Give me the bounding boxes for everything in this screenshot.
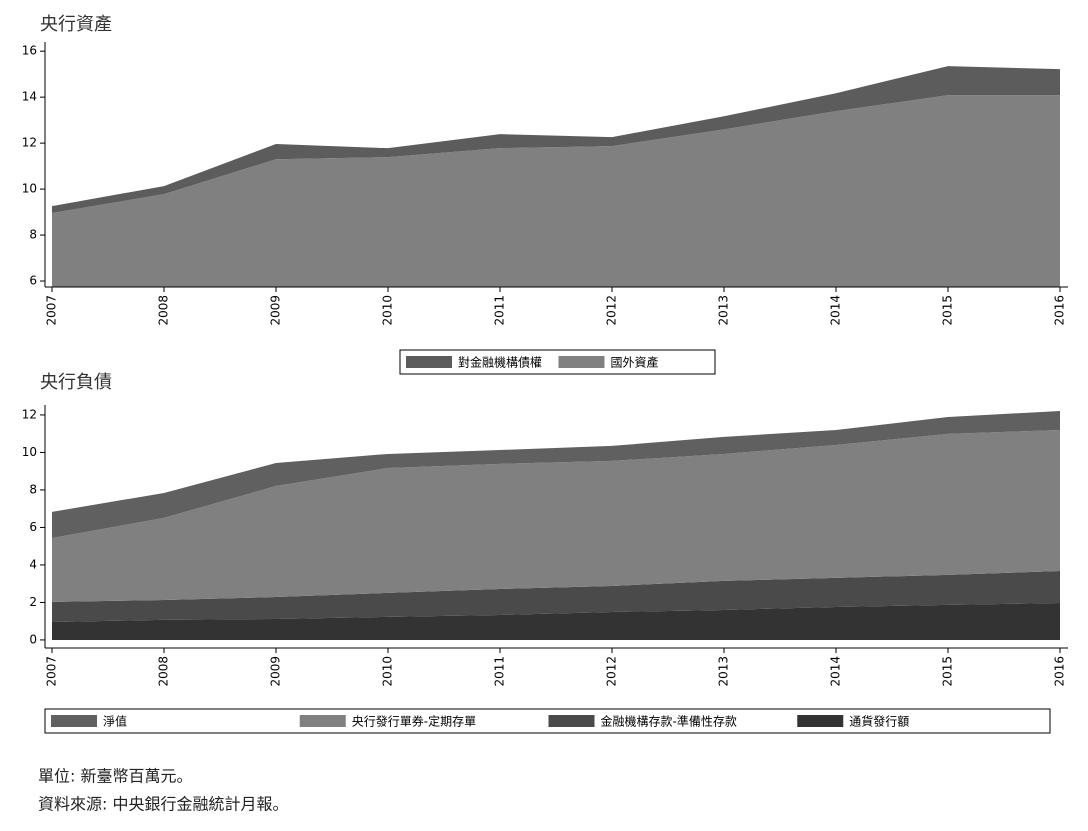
legend-swatch	[51, 715, 97, 727]
legend-box	[399, 349, 716, 375]
y-tick-label: 6	[29, 520, 37, 534]
x-tick-label: 2015	[941, 295, 955, 326]
y-tick-label: 16	[22, 44, 37, 58]
x-tick-label: 2014	[829, 656, 843, 687]
area	[52, 603, 1060, 640]
y-tick-label: 8	[29, 228, 37, 242]
y-tick-label: 12	[22, 407, 37, 421]
chart-title: 央行負債	[40, 372, 112, 393]
x-tick-label: 2013	[717, 295, 731, 326]
y-tick-label: 12	[22, 136, 37, 150]
y-tick-label: 4	[29, 557, 37, 571]
x-tick-label: 2013	[717, 656, 731, 687]
area	[52, 66, 1060, 213]
y-tick-label: 6	[29, 274, 37, 288]
y-tick-label: 0	[29, 632, 37, 646]
y-tick-label: 10	[22, 182, 37, 196]
x-tick-label: 2014	[829, 295, 843, 326]
note: 資料來源: 中央銀行金融統計月報。	[38, 795, 288, 814]
legend-swatch	[406, 356, 452, 368]
legend-label: 央行發行單券-定期存單	[352, 714, 476, 729]
area	[52, 570, 1060, 622]
x-tick-label: 2011	[493, 656, 507, 687]
x-tick-label: 2016	[1053, 295, 1067, 326]
chart-title: 央行資產	[40, 14, 112, 35]
legend-label: 通貨發行額	[849, 714, 909, 729]
y-tick-label: 8	[29, 482, 37, 496]
y-tick-label: 2	[29, 595, 37, 609]
legend-label: 對金融機構債權	[458, 355, 542, 370]
legend-swatch	[299, 715, 346, 727]
x-tick-label: 2010	[381, 656, 395, 687]
legend-label: 金融機構存款-準備性存款	[601, 714, 737, 729]
y-tick-label: 14	[22, 90, 37, 104]
x-tick-label: 2012	[605, 656, 619, 687]
x-tick-label: 2008	[157, 295, 171, 326]
area	[52, 411, 1060, 538]
legend-label: 淨值	[103, 714, 127, 729]
x-tick-label: 2007	[45, 656, 59, 687]
legend-swatch	[558, 356, 605, 368]
y-tick-label: 10	[22, 445, 37, 459]
area	[52, 429, 1060, 602]
legend-label: 國外資產	[611, 355, 659, 370]
legend-box	[44, 708, 1051, 734]
x-tick-label: 2011	[493, 295, 507, 326]
x-tick-label: 2010	[381, 295, 395, 326]
x-tick-label: 2009	[269, 295, 283, 326]
x-tick-label: 2007	[45, 295, 59, 326]
note: 單位: 新臺幣百萬元。	[38, 767, 192, 786]
x-tick-label: 2012	[605, 295, 619, 326]
x-tick-label: 2016	[1053, 656, 1067, 687]
area	[52, 95, 1060, 287]
legend-swatch	[548, 715, 595, 727]
legend-swatch	[797, 715, 844, 727]
x-tick-label: 2009	[269, 656, 283, 687]
x-tick-label: 2015	[941, 656, 955, 687]
x-tick-label: 2008	[157, 656, 171, 687]
